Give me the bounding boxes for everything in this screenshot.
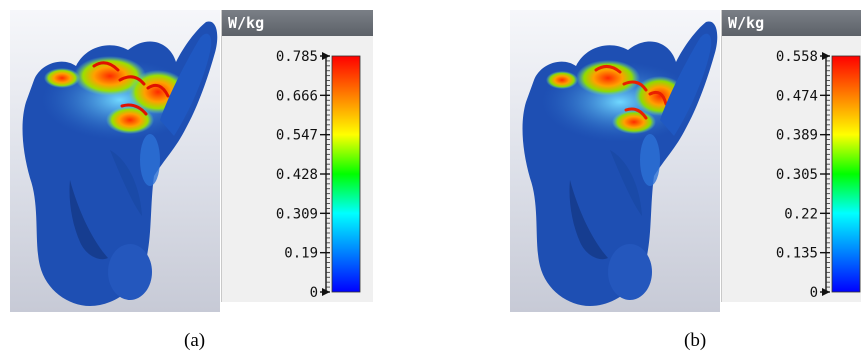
caption: (a)	[184, 330, 206, 351]
tick-label: 0.428	[276, 167, 318, 183]
tick-label: 0.558	[776, 49, 818, 65]
tick-label: 0.389	[776, 128, 818, 144]
tick-label: 0	[310, 285, 318, 301]
tick-label: 0.666	[276, 88, 318, 104]
range-arrow-icon	[822, 288, 830, 296]
range-arrow-icon	[322, 52, 330, 60]
tick-label: 0.547	[276, 128, 318, 144]
range-arrow-icon	[322, 288, 330, 296]
tick-label: 0.19	[284, 246, 318, 262]
hand-model-view-a[interactable]	[10, 10, 220, 312]
hand-model-view-b[interactable]	[510, 10, 720, 312]
colorbar-b: 0.558 0.474 0.389 0.305 0.22 0.135 0	[776, 49, 861, 301]
tick-label: 0.474	[776, 88, 818, 104]
tick-label: 0.22	[784, 206, 818, 222]
tick-label: 0	[810, 285, 818, 301]
tick-label: 0.135	[776, 246, 818, 262]
colorbar-legend-a: W/kg 0.785 0.666 0.547 0.428 0.309 0.19 0	[221, 10, 373, 302]
colorbar-legend-b: W/kg 0.558 0.474 0.389 0.305 0.22 0.135 0	[721, 10, 861, 302]
colorbar-gradient	[831, 55, 861, 293]
colorbar-gradient	[331, 55, 361, 293]
tick-label: 0.309	[276, 206, 318, 222]
tick-label: 0.785	[276, 49, 318, 65]
unit-label: W/kg	[722, 10, 861, 36]
caption: (b)	[684, 330, 707, 351]
colorbar-a: 0.785 0.666 0.547 0.428 0.309 0.19 0	[276, 49, 361, 301]
unit-label: W/kg	[222, 10, 373, 36]
tick-label: 0.305	[776, 167, 818, 183]
range-arrow-icon	[822, 52, 830, 60]
